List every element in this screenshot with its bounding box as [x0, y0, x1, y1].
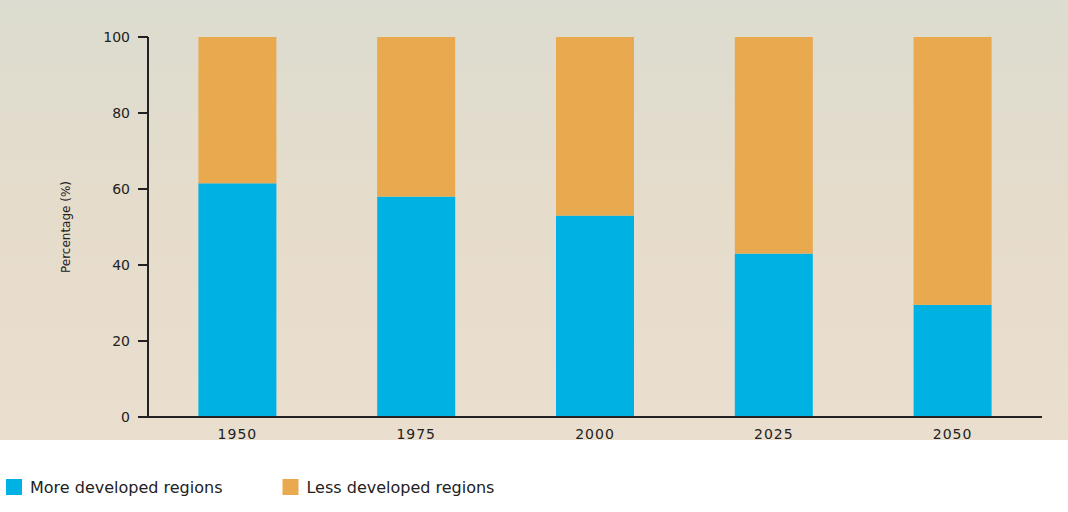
y-axis-title: Percentage (%)	[59, 181, 73, 273]
background	[0, 0, 1068, 440]
bar-segment	[914, 37, 992, 305]
bar-segment	[735, 37, 813, 254]
bar-segment	[198, 37, 276, 183]
x-axis	[148, 416, 1042, 418]
y-tick-label: 40	[112, 257, 130, 273]
x-tick-label: 1950	[218, 426, 258, 442]
y-tick	[138, 112, 148, 114]
bar-segment	[735, 254, 813, 417]
legend-swatch	[282, 479, 298, 495]
y-tick-label: 80	[112, 105, 130, 121]
x-tick-label: 1975	[396, 426, 436, 442]
y-tick	[138, 36, 148, 38]
x-tick-label: 2050	[933, 426, 973, 442]
bars	[198, 37, 991, 417]
legend-swatch	[6, 479, 22, 495]
x-tick-label: 2025	[754, 426, 794, 442]
bar-segment	[556, 37, 634, 216]
y-tick-label: 100	[103, 29, 130, 45]
x-tick-label: 2000	[575, 426, 615, 442]
y-tick	[138, 416, 148, 418]
y-tick-label: 60	[112, 181, 130, 197]
y-tick	[138, 264, 148, 266]
legend-label: Less developed regions	[306, 478, 494, 497]
bar-segment	[377, 37, 455, 197]
y-axis	[147, 37, 149, 417]
y-tick	[138, 340, 148, 342]
y-tick-label: 0	[121, 409, 130, 425]
bar-segment	[914, 305, 992, 417]
y-tick-label: 20	[112, 333, 130, 349]
bar-segment	[198, 183, 276, 417]
legend-label: More developed regions	[30, 478, 222, 497]
y-tick	[138, 188, 148, 190]
bar-segment	[556, 216, 634, 417]
bar-segment	[377, 197, 455, 417]
